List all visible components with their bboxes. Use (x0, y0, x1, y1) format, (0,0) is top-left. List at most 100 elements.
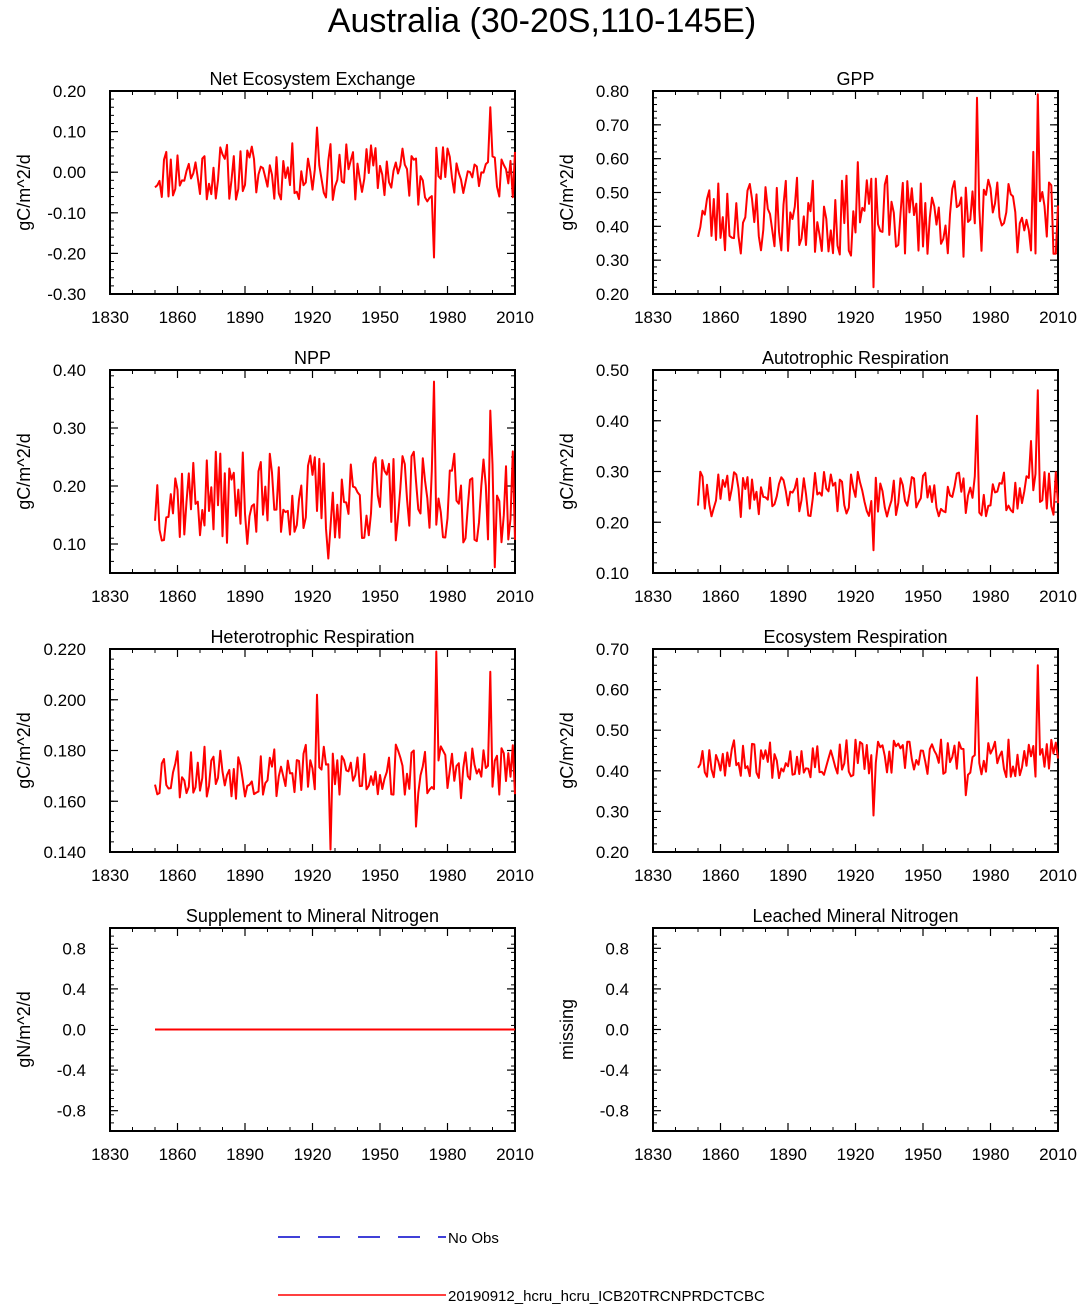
x-tick-label: 1950 (904, 587, 942, 606)
x-tick-label: 2010 (496, 866, 534, 885)
x-tick-label: 1950 (904, 1145, 942, 1164)
y-tick-label: 0.20 (596, 843, 629, 862)
x-tick-label: 1980 (972, 866, 1010, 885)
y-tick-label: 0.40 (53, 361, 86, 380)
x-tick-label: 1830 (634, 866, 672, 885)
y-tick-label: -0.8 (600, 1102, 629, 1121)
x-tick-label: 1920 (294, 866, 332, 885)
x-tick-label: 1980 (429, 1145, 467, 1164)
panel-title: GPP (836, 69, 874, 89)
panel-2: GPP gC/m^2/d 1830 1860 1890 1920 1950 1980 2010 0… (557, 69, 1077, 327)
x-tick-label: 2010 (496, 308, 534, 327)
y-tick-label: 0.20 (53, 477, 86, 496)
y-axis-label: gN/m^2/d (14, 991, 34, 1067)
y-tick-label: -0.20 (47, 244, 86, 263)
x-tick-label: 1980 (972, 308, 1010, 327)
x-tick-label: 1860 (702, 1145, 740, 1164)
y-tick-label: 0.60 (596, 681, 629, 700)
y-tick-label: 0.20 (596, 513, 629, 532)
x-tick-label: 1980 (429, 308, 467, 327)
x-tick-label: 1890 (226, 587, 264, 606)
y-tick-label: 0.160 (43, 792, 86, 811)
x-tick-label: 1920 (294, 1145, 332, 1164)
y-tick-label: 0.30 (596, 463, 629, 482)
x-tick-label: 1830 (91, 866, 129, 885)
plot-frame (652, 927, 1059, 1132)
x-tick-label: 1920 (837, 866, 875, 885)
y-tick-label: 0.20 (596, 285, 629, 304)
x-tick-label: 1950 (361, 866, 399, 885)
x-tick-label: 1830 (91, 1145, 129, 1164)
x-tick-label: 1890 (769, 308, 807, 327)
y-tick-label: 0.180 (43, 742, 86, 761)
y-axis-label: missing (557, 999, 577, 1060)
x-tick-label: 1920 (837, 1145, 875, 1164)
y-tick-label: 0.40 (596, 217, 629, 236)
x-tick-label: 1830 (91, 587, 129, 606)
x-tick-label: 1890 (769, 1145, 807, 1164)
series-line-model (154, 650, 516, 851)
y-tick-label: 0.0 (62, 1021, 86, 1040)
panel-3: NPP gC/m^2/d 1830 1860 1890 1920 1950 1980 2010 0… (14, 348, 534, 606)
y-tick-label: 0.40 (596, 412, 629, 431)
y-tick-label: 0.40 (596, 762, 629, 781)
y-axis-label: gC/m^2/d (14, 154, 34, 230)
x-tick-label: 1830 (91, 308, 129, 327)
y-tick-label: 0.10 (53, 535, 86, 554)
x-tick-label: 1860 (159, 308, 197, 327)
x-tick-label: 1920 (837, 587, 875, 606)
y-tick-label: 0.50 (596, 721, 629, 740)
x-tick-label: 1950 (904, 308, 942, 327)
panel-8: Leached Mineral Nitrogen missing 1830 1860 1… (557, 906, 1077, 1164)
plot-frame (109, 648, 516, 853)
y-tick-label: 0.30 (53, 419, 86, 438)
panel-title: Heterotrophic Respiration (210, 627, 414, 647)
x-tick-label: 1890 (226, 1145, 264, 1164)
y-axis-label: gC/m^2/d (557, 433, 577, 509)
y-tick-label: 0.30 (596, 251, 629, 270)
panel-5: Heterotrophic Respiration gC/m^2/d 1830 186… (14, 627, 534, 885)
panel-title: Net Ecosystem Exchange (209, 69, 415, 89)
y-tick-label: 0.80 (596, 82, 629, 101)
x-tick-label: 1980 (429, 587, 467, 606)
y-tick-label: 0.140 (43, 843, 86, 862)
series-line-model (697, 389, 1059, 552)
y-tick-label: -0.8 (57, 1102, 86, 1121)
x-tick-label: 1950 (361, 587, 399, 606)
y-axis-label: gC/m^2/d (557, 154, 577, 230)
y-tick-label: 0.4 (62, 980, 86, 999)
panel-title: Ecosystem Respiration (763, 627, 947, 647)
y-tick-label: 0.70 (596, 640, 629, 659)
y-tick-label: 0.50 (596, 184, 629, 203)
x-tick-label: 2010 (1039, 587, 1077, 606)
panel-title: Leached Mineral Nitrogen (752, 906, 958, 926)
y-tick-label: 0.0 (605, 1021, 629, 1040)
x-tick-label: 2010 (496, 1145, 534, 1164)
x-tick-label: 1890 (769, 587, 807, 606)
y-tick-label: -0.4 (57, 1061, 86, 1080)
y-tick-label: 0.60 (596, 150, 629, 169)
y-axis-label: gC/m^2/d (557, 712, 577, 788)
x-tick-label: 1860 (702, 587, 740, 606)
x-tick-label: 1980 (972, 1145, 1010, 1164)
series-line-model (697, 664, 1059, 817)
x-tick-label: 1860 (159, 1145, 197, 1164)
series-line-model (697, 93, 1059, 289)
y-tick-label: -0.30 (47, 285, 86, 304)
y-tick-label: 0.30 (596, 802, 629, 821)
panel-title: NPP (294, 348, 331, 368)
panel-7: Supplement to Mineral Nitrogen gN/m^2/d 18… (14, 906, 534, 1164)
x-tick-label: 2010 (1039, 1145, 1077, 1164)
y-axis-label: gC/m^2/d (14, 433, 34, 509)
series-line-model (154, 106, 516, 259)
x-tick-label: 1860 (159, 866, 197, 885)
y-tick-label: 0.20 (53, 82, 86, 101)
y-tick-label: 0.8 (62, 939, 86, 958)
y-tick-label: 0.220 (43, 640, 86, 659)
x-tick-label: 1980 (972, 587, 1010, 606)
y-tick-label: -0.4 (600, 1061, 629, 1080)
x-tick-label: 1950 (361, 308, 399, 327)
panel-4: Autotrophic Respiration gC/m^2/d 1830 1860 1… (557, 348, 1077, 606)
x-tick-label: 1950 (904, 866, 942, 885)
